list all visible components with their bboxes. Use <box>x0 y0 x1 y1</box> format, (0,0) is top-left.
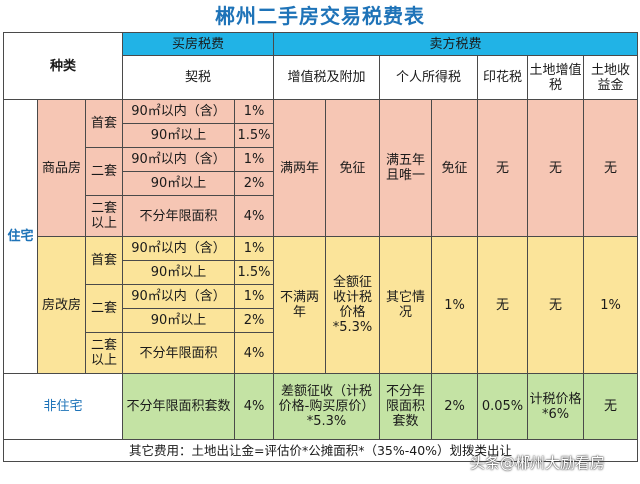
area-cell: 90㎡以内（含） <box>122 236 235 261</box>
vat-value: 免征 <box>325 99 381 237</box>
rate-cell: 2% <box>233 308 275 333</box>
area-cell: 90㎡以上 <box>122 308 235 333</box>
rate-cell: 2% <box>233 171 275 196</box>
rate-cell: 1% <box>233 236 275 261</box>
rate-cell: 1.5% <box>233 260 275 285</box>
rate-cell: 1.5% <box>233 123 275 148</box>
non-res-land-revenue: 无 <box>583 373 639 440</box>
above-second-home-label: 二套以上 <box>85 332 123 374</box>
non-res-income-value: 2% <box>431 373 479 440</box>
vat-condition: 满两年 <box>273 99 327 237</box>
non-res-deed-desc: 不分年限面积套数 <box>122 373 235 440</box>
income-tax-header: 个人所得税 <box>379 55 479 100</box>
deed-tax-header: 契税 <box>121 55 275 100</box>
income-condition: 满五年且唯一 <box>379 99 433 237</box>
land-revenue-value: 无 <box>583 99 639 237</box>
area-cell: 90㎡以上 <box>122 260 235 285</box>
second-home-label: 二套 <box>85 147 123 196</box>
reform-housing-label: 房改房 <box>37 236 86 374</box>
residential-label: 住宅 <box>3 99 38 374</box>
land-revenue-header: 土地收益金 <box>583 55 639 100</box>
category-header: 种类 <box>3 32 123 100</box>
commodity-housing-label: 商品房 <box>37 99 86 237</box>
page-title: 郴州二手房交易税费表 <box>215 4 425 28</box>
area-cell: 90㎡以上 <box>122 171 235 196</box>
area-cell: 90㎡以上 <box>122 123 235 148</box>
vat-condition: 不满两年 <box>273 236 327 374</box>
other-fees-note: 其它费用：土地出让金=评估价*公摊面积*（35%-40%）划拨类出让 <box>2 439 639 462</box>
non-res-vat: 差额征收（计税价格-购买原价）*5.3% <box>273 373 381 440</box>
non-residential-label: 非住宅 <box>3 373 123 440</box>
buyer-fees-header: 买房税费 <box>121 32 275 56</box>
land-vat-header: 土地增值税 <box>527 55 585 100</box>
land-vat-value: 无 <box>527 236 585 374</box>
income-value: 1% <box>431 236 479 374</box>
rate-cell: 4% <box>233 195 275 237</box>
stamp-tax-header: 印花税 <box>477 55 529 100</box>
second-home-label: 二套 <box>85 284 123 333</box>
non-res-deed-rate: 4% <box>233 373 275 440</box>
area-cell: 不分年限面积 <box>122 195 235 237</box>
area-cell: 90㎡以内（含） <box>122 99 235 124</box>
area-cell: 90㎡以内（含） <box>122 147 235 172</box>
area-cell: 不分年限面积 <box>122 332 235 374</box>
income-value: 免征 <box>431 99 479 237</box>
stamp-value: 无 <box>477 99 529 237</box>
non-res-income-condition: 不分年限面积套数 <box>379 373 433 440</box>
rate-cell: 1% <box>233 147 275 172</box>
non-res-stamp: 0.05% <box>477 373 529 440</box>
above-second-home-label: 二套以上 <box>85 195 123 237</box>
seller-fees-header: 卖方税费 <box>273 32 639 56</box>
land-vat-value: 无 <box>527 99 585 237</box>
first-home-label: 首套 <box>85 236 123 285</box>
vat-header: 增值税及附加 <box>273 55 381 100</box>
tax-fee-table: 种类 买房税费 卖方税费 契税 增值税及附加 个人所得税 印花税 土地增值税 土… <box>2 32 639 462</box>
land-revenue-value: 1% <box>583 236 639 374</box>
income-condition: 其它情况 <box>379 236 433 374</box>
first-home-label: 首套 <box>85 99 123 148</box>
vat-value: 全额征收计税价格*5.3% <box>325 236 381 374</box>
stamp-value: 无 <box>477 236 529 374</box>
rate-cell: 1% <box>233 284 275 309</box>
rate-cell: 1% <box>233 99 275 124</box>
non-res-land-vat: 计税价格*6% <box>527 373 585 440</box>
rate-cell: 4% <box>233 332 275 374</box>
area-cell: 90㎡以内（含） <box>122 284 235 309</box>
